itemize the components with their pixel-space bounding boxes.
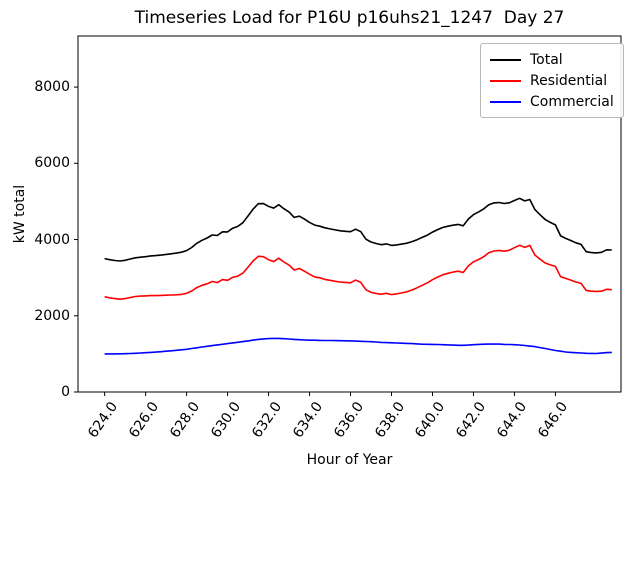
axes-spines bbox=[77, 35, 622, 393]
chart-title: Timeseries Load for P16U p16uhs21_1247 D… bbox=[134, 8, 565, 28]
y-tick-label: 0 bbox=[61, 384, 70, 400]
x-axis-label: Hour of Year bbox=[306, 452, 393, 468]
legend-entry-total: Total bbox=[490, 49, 614, 70]
y-tick-label: 4000 bbox=[34, 231, 70, 248]
y-tick-label: 8000 bbox=[34, 79, 70, 96]
y-tick-label: 2000 bbox=[34, 307, 70, 324]
legend-label-total: Total bbox=[530, 51, 563, 68]
line-residential bbox=[104, 244, 612, 301]
residential-line-sample bbox=[490, 79, 521, 82]
legend-entry-residential: Residential bbox=[490, 70, 614, 91]
legend-entry-commercial: Commercial bbox=[490, 91, 614, 112]
commercial-line-sample bbox=[490, 100, 521, 103]
total-line-sample bbox=[490, 58, 521, 61]
y-tick-label: 6000 bbox=[34, 155, 70, 172]
line-commercial bbox=[104, 337, 612, 355]
legend-label-residential: Residential bbox=[530, 72, 608, 89]
legend-label-commercial: Commercial bbox=[530, 93, 614, 110]
plot-area bbox=[74, 35, 622, 396]
legend: Total Residential Commercial bbox=[480, 43, 624, 118]
line-total bbox=[104, 197, 612, 262]
